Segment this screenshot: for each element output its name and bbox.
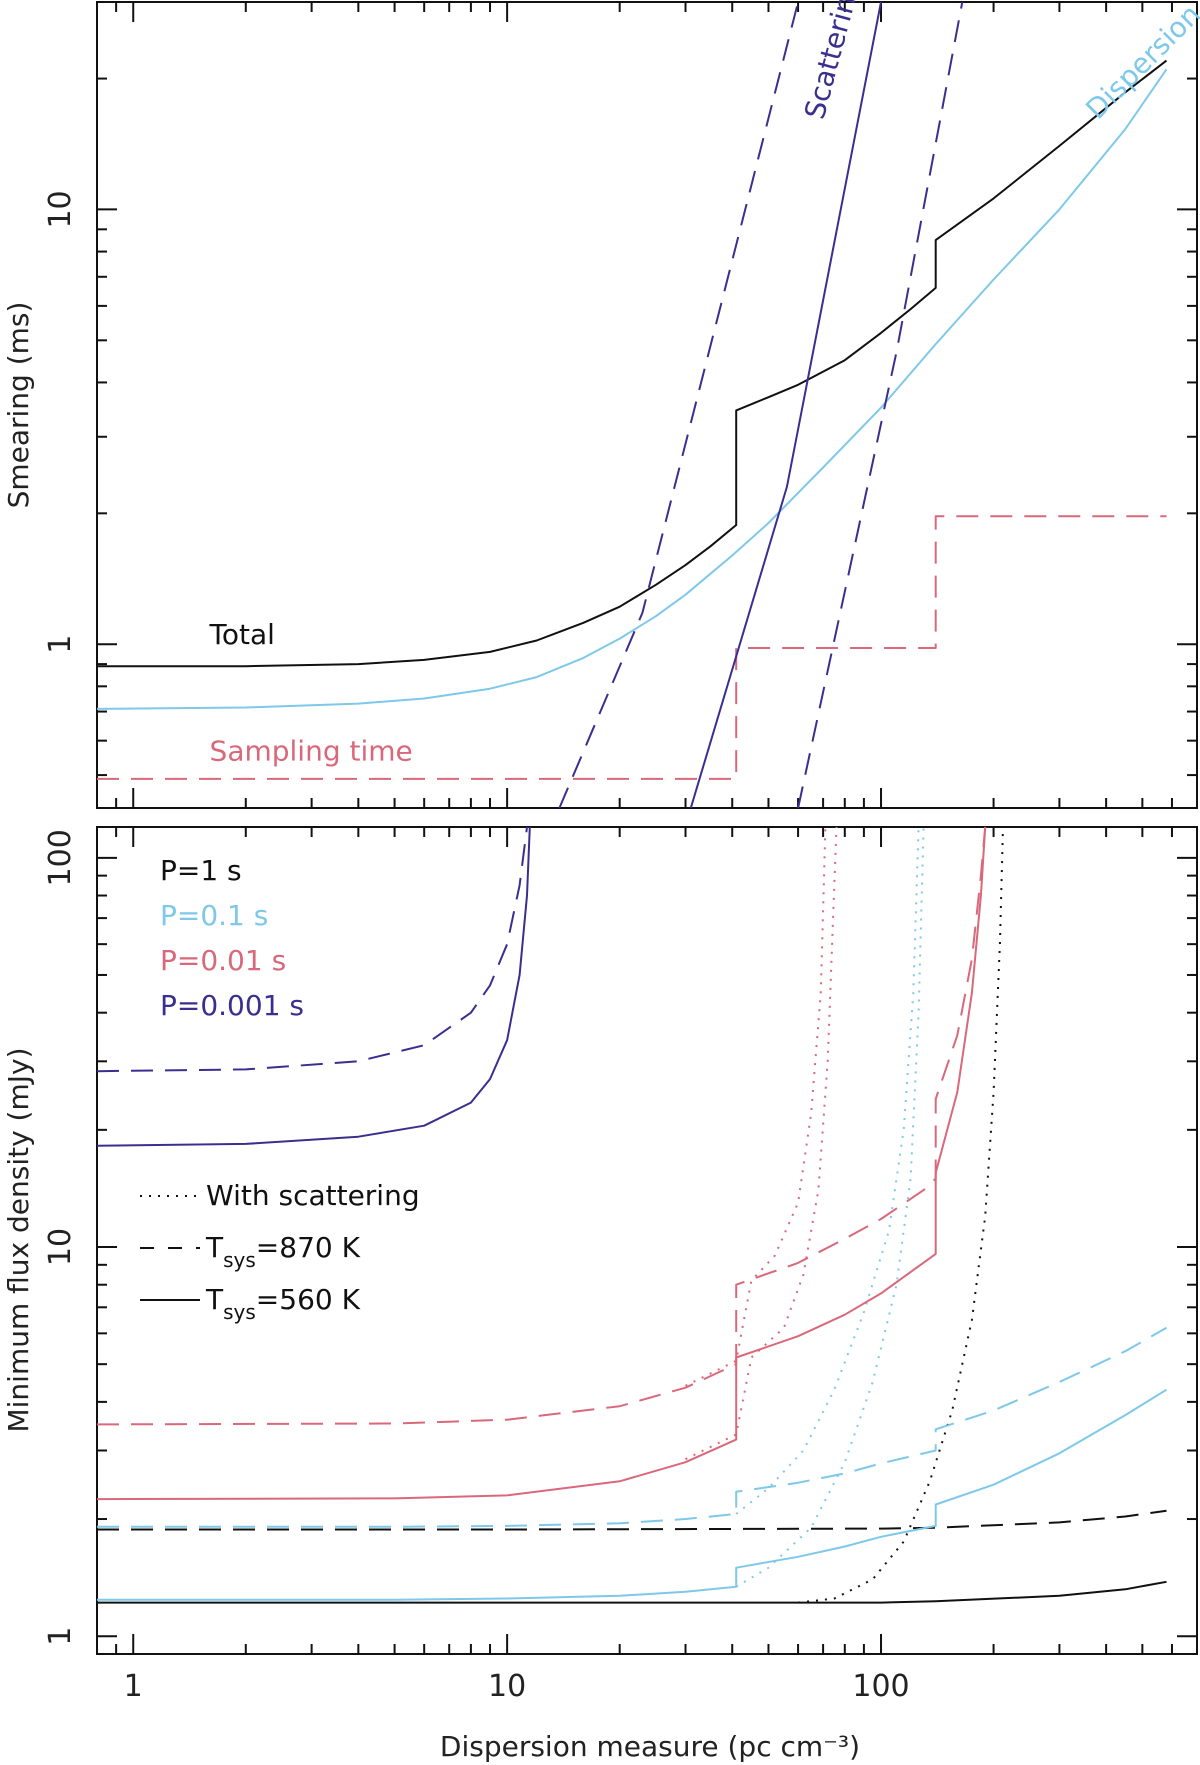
y-tick-label: 10 xyxy=(43,1228,78,1266)
legend-period-entry: P=0.01 s xyxy=(160,944,286,977)
series-line: P=0.1 s, Tsys=560 K xyxy=(97,1388,1168,1601)
annotation-label: Total xyxy=(209,618,275,651)
annotation-label: Scattering xyxy=(798,0,867,123)
legend-period-entry: P=0.1 s xyxy=(160,899,268,932)
legend-style-entry: With scattering xyxy=(206,1179,420,1212)
top-panel: 1 10 TotalDispersion Sampling time Scatteri… xyxy=(2,0,1200,809)
series-line: P=0.01 s, with scattering (870 K) xyxy=(685,827,827,1387)
series-line: P=1 s, Tsys=870 K xyxy=(97,1509,1167,1531)
legend-style-entry: Tsys=870 K xyxy=(205,1231,361,1272)
series-line: P=0.01 s, Tsys=560 K xyxy=(97,827,987,1501)
series-line: Dispersion xyxy=(97,68,1168,710)
series-line: P=0.1 s, with scattering (560 K) xyxy=(735,827,925,1588)
bottom-legend: P=1 s P=0.1 s P=0.01 s P=0.001 s With scatte… xyxy=(140,854,420,1324)
series-line: Scattering (low bound) xyxy=(558,2,800,808)
x-tick-label: 10 xyxy=(488,1669,526,1704)
annotation-label: Sampling time xyxy=(210,735,413,768)
series-line: P=0.1 s, with scattering (870 K) xyxy=(735,827,920,1515)
y-tick-label: 1 xyxy=(43,635,78,654)
series-line: P=1 s, Tsys=560 K xyxy=(97,1580,1167,1604)
y-tick-label: 100 xyxy=(43,829,78,886)
bottom-y-axis-label: Minimum flux density (mJy) xyxy=(2,1047,35,1432)
x-tick-label: 1 xyxy=(124,1669,143,1704)
series-line: Scattering xyxy=(689,2,882,808)
x-tick-label: 100 xyxy=(852,1669,909,1704)
series-line: Total xyxy=(97,59,1168,668)
y-tick-label: 1 xyxy=(43,1627,78,1646)
series-group: P=1 s, Tsys=560 K P=1 s, Tsys=870 KP=1 s,… xyxy=(97,827,1168,1604)
bottom-panel-frame xyxy=(96,826,1198,1655)
bottom-series: P=1 s, Tsys=560 K P=1 s, Tsys=870 KP=1 s,… xyxy=(97,827,1168,1604)
series-line: Sampling time xyxy=(97,515,1167,780)
top-series: TotalDispersion Sampling time ScatteringSc… xyxy=(97,2,1168,808)
series-line: P=0.01 s, Tsys=870 K xyxy=(97,827,987,1426)
x-axis-label: Dispersion measure (pc cm⁻³) xyxy=(440,1730,860,1763)
series-line: P=0.01 s, with scattering (560 K) xyxy=(685,827,838,1461)
series-line: P=1 s, with scattering xyxy=(797,827,1004,1604)
legend-style-entry: Tsys=560 K xyxy=(205,1283,361,1324)
y-tick-label: 10 xyxy=(43,190,78,228)
series-line: P=0.001 s, Tsys=560 K xyxy=(97,827,531,1147)
series-group: TotalDispersion Sampling time ScatteringSc… xyxy=(97,2,1168,808)
series-line: P=0.001 s, Tsys=870 K xyxy=(97,827,528,1073)
top-ticks: 1 10 xyxy=(43,1,1198,808)
top-panel-frame xyxy=(96,1,1198,809)
series-line: Scattering (high bound) xyxy=(797,2,964,808)
legend-period-entry: P=1 s xyxy=(160,854,242,887)
top-y-axis-label: Smearing (ms) xyxy=(2,302,35,509)
legend-period-entry: P=0.001 s xyxy=(160,989,304,1022)
bottom-ticks: 1 10 100 1 10 100 xyxy=(43,827,1198,1704)
series-line: P=0.1 s, Tsys=870 K xyxy=(97,1326,1167,1528)
